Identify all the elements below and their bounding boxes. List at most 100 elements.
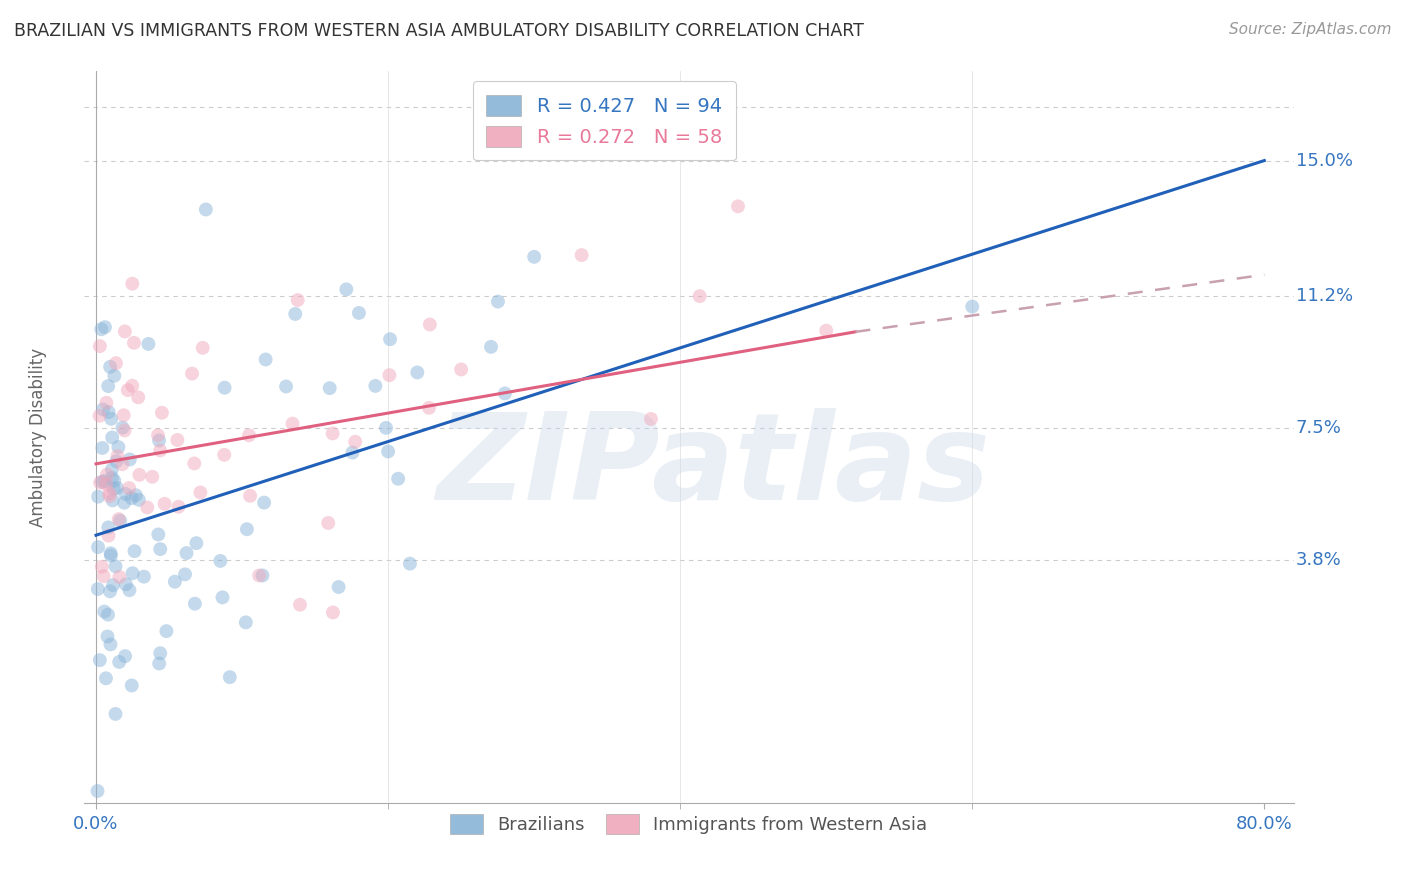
Point [253, 495, 276, 509]
Point [281, 417, 304, 431]
Point [121, 277, 143, 291]
Point [94, 320, 117, 334]
Point [96, 477, 118, 491]
Point [138, 337, 160, 351]
Point [100, 546, 122, 560]
Point [96, 467, 118, 482]
Point [98, 486, 121, 500]
Point [107, 512, 129, 526]
Text: 15.0%: 15.0% [1296, 152, 1353, 169]
Point [108, 514, 131, 528]
Point [214, 381, 236, 395]
Point [150, 406, 173, 420]
Point [101, 578, 124, 592]
Point [93, 605, 115, 619]
Point [112, 496, 135, 510]
Point [86, 784, 108, 798]
Point [181, 367, 204, 381]
Point [167, 500, 190, 514]
Point [125, 488, 148, 502]
Point [209, 554, 232, 568]
Point [689, 289, 711, 303]
Text: 7.5%: 7.5% [1296, 419, 1341, 437]
Point [112, 408, 135, 422]
Point [378, 332, 401, 346]
Point [89, 339, 111, 353]
Point [114, 325, 136, 339]
Point [176, 546, 198, 560]
Point [318, 381, 340, 395]
Point [236, 522, 259, 536]
Point [107, 449, 129, 463]
Point [121, 378, 143, 392]
Point [122, 335, 145, 350]
Point [98, 489, 121, 503]
Point [103, 474, 125, 488]
Point [90, 559, 112, 574]
Point [111, 457, 134, 471]
Point [163, 574, 186, 589]
Point [132, 569, 155, 583]
Point [287, 293, 309, 307]
Point [571, 248, 593, 262]
Point [146, 428, 169, 442]
Point [149, 443, 172, 458]
Point [101, 493, 124, 508]
Point [239, 489, 262, 503]
Point [155, 624, 177, 639]
Legend: Brazilians, Immigrants from Western Asia: Brazilians, Immigrants from Western Asia [440, 804, 938, 845]
Point [479, 340, 502, 354]
Point [190, 485, 212, 500]
Point [104, 559, 127, 574]
Text: 3.8%: 3.8% [1296, 551, 1341, 569]
Point [121, 491, 143, 505]
Point [284, 307, 307, 321]
Point [640, 412, 662, 426]
Point [174, 567, 197, 582]
Point [101, 430, 124, 444]
Point [254, 352, 277, 367]
Point [288, 598, 311, 612]
Point [486, 294, 509, 309]
Point [128, 467, 150, 482]
Point [212, 448, 235, 462]
Point [274, 379, 297, 393]
Point [96, 630, 118, 644]
Text: Ambulatory Disability: Ambulatory Disability [30, 348, 48, 526]
Point [105, 481, 128, 495]
Point [186, 536, 208, 550]
Point [153, 497, 176, 511]
Point [252, 568, 274, 582]
Point [91, 475, 114, 489]
Point [335, 282, 357, 296]
Point [419, 318, 441, 332]
Point [103, 368, 125, 383]
Point [347, 306, 370, 320]
Text: BRAZILIAN VS IMMIGRANTS FROM WESTERN ASIA AMBULATORY DISABILITY CORRELATION CHAR: BRAZILIAN VS IMMIGRANTS FROM WESTERN ASI… [14, 22, 863, 40]
Point [148, 434, 170, 448]
Point [148, 657, 170, 671]
Point [117, 383, 139, 397]
Point [141, 470, 163, 484]
Point [149, 646, 172, 660]
Point [114, 487, 136, 501]
Point [727, 199, 749, 213]
Point [238, 428, 260, 442]
Point [375, 421, 398, 435]
Point [191, 341, 214, 355]
Point [136, 500, 159, 515]
Point [364, 379, 387, 393]
Point [89, 475, 111, 490]
Point [89, 409, 111, 423]
Point [98, 359, 121, 374]
Point [166, 433, 188, 447]
Point [87, 540, 110, 554]
Point [211, 591, 233, 605]
Point [344, 434, 367, 449]
Point [93, 474, 115, 488]
Point [247, 568, 270, 582]
Point [105, 454, 128, 468]
Point [87, 490, 110, 504]
Point [418, 401, 440, 415]
Point [148, 527, 170, 541]
